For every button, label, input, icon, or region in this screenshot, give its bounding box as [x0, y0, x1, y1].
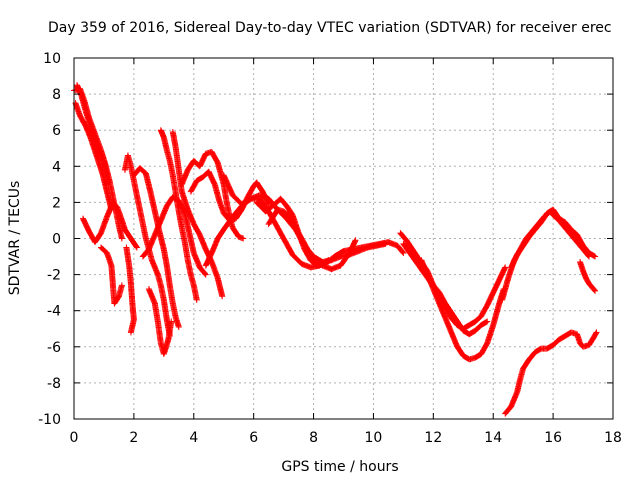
- x-tick-label: 4: [189, 430, 198, 446]
- x-tick-label: 16: [544, 430, 562, 446]
- series-track-10: [139, 194, 209, 278]
- series-track-18: [265, 206, 389, 265]
- series-track-25: [502, 329, 600, 417]
- series-markers: [98, 244, 125, 307]
- y-tick-label: 2: [52, 195, 61, 211]
- y-tick-label: 10: [43, 51, 61, 67]
- series-markers: [72, 100, 115, 213]
- series-track-23: [508, 206, 599, 271]
- series-track-5: [98, 244, 125, 307]
- y-tick-label: -2: [47, 268, 61, 284]
- series-track-3: [74, 82, 112, 188]
- series-markers: [74, 82, 112, 188]
- x-tick-label: 2: [129, 430, 138, 446]
- series-markers: [502, 329, 600, 417]
- x-tick-label: 12: [424, 430, 442, 446]
- x-tick-label: 14: [484, 430, 502, 446]
- y-axis-title: SDTVAR / TECUs: [7, 181, 23, 296]
- series-markers: [139, 194, 209, 278]
- series-track-11: [157, 127, 200, 303]
- series-markers: [130, 165, 182, 330]
- y-tick-label: 8: [52, 87, 61, 103]
- y-tick-label: -10: [38, 412, 61, 428]
- series-track-21: [418, 257, 507, 363]
- grid: [74, 58, 613, 419]
- series-markers: [145, 286, 175, 357]
- series-markers: [508, 206, 599, 271]
- series-track-9: [145, 286, 175, 357]
- series-markers: [80, 199, 140, 251]
- y-tick-label: -4: [47, 304, 61, 320]
- y-tick-label: -6: [47, 340, 61, 356]
- series-markers: [577, 259, 599, 294]
- series-markers: [418, 257, 507, 363]
- y-tick-label: 4: [52, 159, 61, 175]
- series-markers: [220, 172, 332, 271]
- series-track-24: [577, 259, 599, 294]
- chart-title: Day 359 of 2016, Sidereal Day-to-day VTE…: [48, 20, 612, 36]
- series-markers: [123, 244, 137, 336]
- series-track-2: [72, 100, 115, 213]
- x-tick-label: 8: [309, 430, 318, 446]
- x-tick-label: 18: [604, 430, 622, 446]
- axis-ticks: 0 2 4 6 8 10 12 14 16 18 10 8 6 4 2 0 -2 -4 -6 -8 -10: [38, 51, 622, 446]
- series-track-7: [123, 244, 137, 336]
- series-track-8: [130, 165, 182, 330]
- series-markers: [265, 206, 389, 265]
- y-tick-label: 0: [52, 232, 61, 248]
- y-tick-label: 6: [52, 123, 61, 139]
- series-markers: [157, 127, 200, 303]
- x-tick-label: 6: [249, 430, 258, 446]
- x-axis-title: GPS time / hours: [281, 459, 398, 475]
- x-tick-label: 10: [365, 430, 383, 446]
- x-tick-label: 0: [70, 430, 79, 446]
- y-tick-label: -8: [47, 376, 61, 392]
- series-track-4: [80, 199, 140, 251]
- series-track-16: [220, 172, 332, 271]
